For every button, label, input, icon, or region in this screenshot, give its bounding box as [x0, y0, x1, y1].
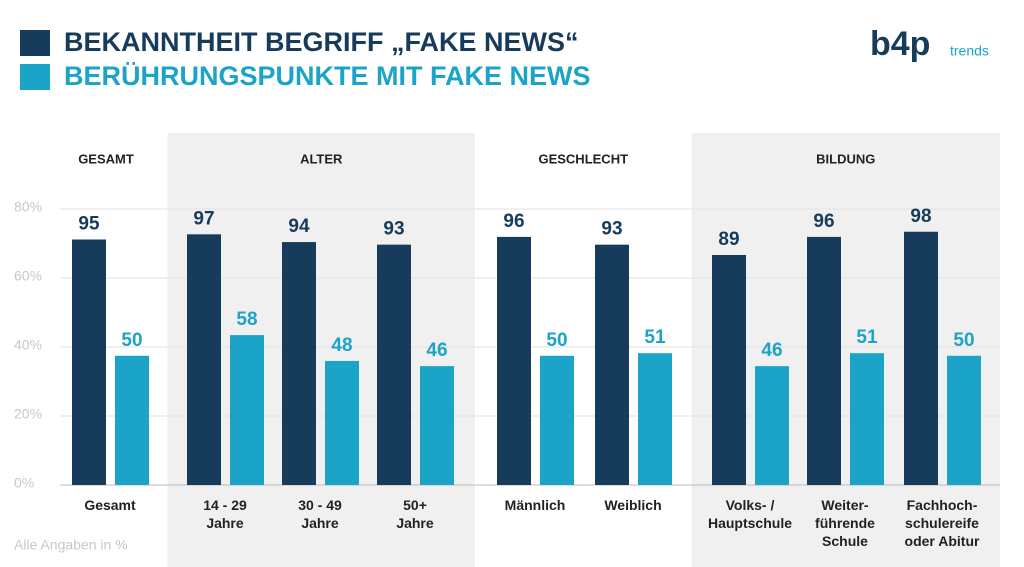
bar: [755, 366, 789, 485]
x-tick-label: 30 - 49 Jahre: [298, 497, 342, 531]
bar: [807, 236, 841, 485]
bar: [72, 239, 106, 485]
legend-swatch: [20, 64, 50, 90]
value-label: 46: [426, 340, 447, 361]
note: Alle Angaben in %: [14, 537, 128, 553]
group-label: GESCHLECHT: [538, 151, 628, 166]
y-tick-label: 20%: [14, 406, 42, 422]
group-label: ALTER: [300, 151, 343, 166]
value-label: 93: [383, 219, 404, 240]
value-label: 58: [236, 309, 257, 330]
y-tick-label: 0%: [14, 475, 34, 491]
bar: [230, 335, 264, 485]
value-label: 50: [953, 330, 974, 351]
group-label: BILDUNG: [816, 151, 875, 166]
panels: [167, 133, 1000, 567]
value-label: 51: [644, 327, 666, 348]
bar: [638, 353, 672, 485]
x-tick-label: Weiter- führende Schule: [815, 497, 875, 549]
bar: [325, 360, 359, 485]
value-label: 97: [193, 208, 214, 229]
legend-swatch: [20, 30, 50, 56]
x-tick-label: Weiblich: [604, 497, 662, 513]
x-tick-label: Volks- / Hauptschule: [707, 497, 792, 531]
x-tick-label: Fachhoch- schulereife oder Abitur: [904, 497, 980, 549]
value-label: 50: [121, 330, 142, 351]
bar: [712, 255, 746, 485]
value-label: 95: [78, 214, 100, 235]
x-tick-label: Gesamt: [84, 497, 136, 513]
y-tick-label: 80%: [14, 199, 42, 215]
y-tick-label: 40%: [14, 337, 42, 353]
x-tick-label: 14 - 29 Jahre: [203, 497, 247, 531]
bar: [595, 244, 629, 485]
value-label: 48: [331, 335, 352, 356]
value-label: 94: [288, 216, 310, 237]
value-label: 93: [601, 219, 622, 240]
value-label: 98: [910, 206, 931, 227]
x-tick-label: Männlich: [504, 497, 566, 513]
bar: [377, 244, 411, 485]
value-label: 46: [761, 340, 782, 361]
legend-label: BERÜHRUNGSPUNKTE MIT FAKE NEWS: [64, 61, 591, 91]
legend-label: BEKANNTHEIT BEGRIFF „FAKE NEWS“: [64, 27, 579, 57]
value-label: 89: [718, 229, 739, 250]
value-label: 96: [503, 211, 524, 232]
x-tick-label: 50+ Jahre: [396, 497, 434, 531]
bar: [420, 366, 454, 485]
bar: [115, 355, 149, 485]
value-label: 51: [856, 327, 878, 348]
bar: [540, 355, 574, 485]
bar: [904, 231, 938, 485]
logo-suffix: trends: [950, 43, 989, 59]
value-label: 96: [813, 211, 834, 232]
bar: [282, 242, 316, 485]
bar: [497, 236, 531, 485]
group-label: GESAMT: [78, 151, 134, 166]
logo-brand: b4p: [870, 25, 930, 63]
y-tick-label: 60%: [14, 268, 42, 284]
bar: [187, 234, 221, 485]
value-label: 50: [546, 330, 567, 351]
bar: [850, 353, 884, 485]
bar: [947, 355, 981, 485]
